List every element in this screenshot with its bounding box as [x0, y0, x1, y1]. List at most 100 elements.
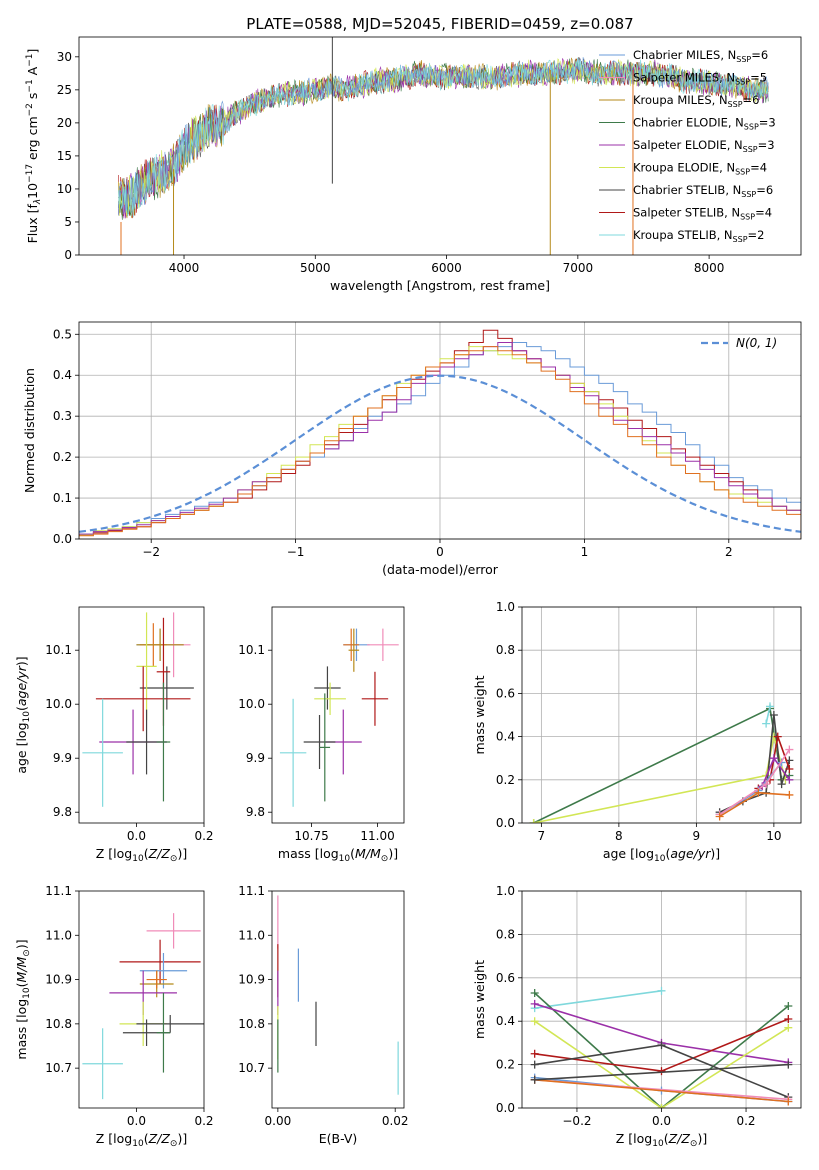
- y-tick-label: 0: [64, 248, 72, 262]
- plot-area: [530, 986, 793, 1108]
- x-tick-label: 11.00: [360, 829, 394, 843]
- y-tick-label: 10.1: [238, 643, 265, 657]
- weight-marker: [773, 732, 782, 741]
- y-tick-label: 11.0: [238, 928, 265, 942]
- panel-weight-vs-age: 7 8 9 10 0.0 0.2 0.4 0.6 0.8 1.0 age [log10(age/yr…: [472, 600, 802, 864]
- x-axis-label: mass [log10(M/M⊙)]: [278, 846, 398, 864]
- weight-line-chabrier_stelib: [534, 1063, 789, 1081]
- x-axis-label: age [log10(age/yr)]: [603, 846, 720, 864]
- axes-frame: [271, 606, 405, 824]
- plot-area: [118, 37, 769, 255]
- spectrum-line-kroupa_stelib: [118, 57, 769, 218]
- x-tick-label: 1: [581, 545, 589, 559]
- histogram-chabrier_miles: [79, 342, 801, 539]
- x-tick-label: 7000: [563, 261, 594, 275]
- x-axis-label: (data-model)/error: [382, 562, 499, 577]
- x-axis-label: E(B-V): [319, 1131, 358, 1146]
- weight-marker: [784, 1060, 793, 1069]
- weight-marker: [784, 1097, 793, 1106]
- x-tick-label: 10.75: [294, 829, 328, 843]
- weight-line-chabrier_stelib: [719, 714, 791, 813]
- normal-curve: [79, 374, 801, 533]
- x-tick-label: 0.2: [194, 1114, 213, 1128]
- y-tick-label: 0.2: [496, 1058, 515, 1072]
- errorbar-point: [136, 612, 157, 721]
- x-tick-label: 6000: [431, 261, 462, 275]
- weight-line-chabrier_elodie: [534, 992, 789, 1108]
- y-tick-label: 0.0: [53, 532, 72, 546]
- x-tick-label: −1: [287, 545, 305, 559]
- weight-marker: [785, 765, 794, 773]
- x-tick-label: 0.02: [382, 1114, 409, 1128]
- errorbar-point: [82, 1028, 123, 1100]
- y-tick-label: 9.9: [53, 751, 72, 765]
- x-tick-label: 0.2: [194, 829, 213, 843]
- panel-mass-vs-EBV: 0.00 0.02 10.7 10.8 10.9 11.0 11.1 E(B-V): [238, 884, 408, 1146]
- legend-label: N(0, 1): [736, 336, 777, 350]
- legend-label: Kroupa MILES, NSSP=6: [633, 93, 759, 109]
- x-axis-label: wavelength [Angstrom, rest frame]: [330, 278, 550, 293]
- y-tick-label: 11.0: [45, 928, 72, 942]
- errorbar-point: [314, 682, 346, 715]
- axes-frame: [521, 606, 802, 824]
- weight-marker: [762, 780, 771, 789]
- x-tick-label: 5000: [300, 261, 331, 275]
- panel-mass-vs-Z: 0.0 0.2 10.7 10.8 10.9 11.0 11.1 Z [log10(Z/Z⊙)…: [14, 884, 214, 1149]
- weight-marker: [657, 1041, 666, 1050]
- axes-frame: [271, 890, 405, 1109]
- errorbar-point: [119, 939, 201, 984]
- x-tick-label: 2: [725, 545, 733, 559]
- weight-marker: [785, 745, 794, 754]
- weight-marker: [530, 1049, 539, 1058]
- axes-frame: [78, 890, 205, 1109]
- y-tick-label: 0.8: [496, 643, 515, 657]
- x-tick-label: 9: [693, 829, 701, 843]
- weight-marker: [784, 1023, 793, 1032]
- y-tick-label: 0.2: [53, 450, 72, 464]
- weight-marker: [657, 1067, 666, 1076]
- x-tick-label: 7: [538, 829, 546, 843]
- plot-area: [277, 895, 399, 1095]
- axes-frame: [78, 36, 802, 256]
- panel-residuals: −2 −1 0 1 2 0.0 0.1 0.2 0.3 0.4 0.5 (data-model)/er…: [22, 321, 802, 577]
- plot-area: [529, 702, 794, 823]
- weight-line-kroupa_elodie: [534, 1020, 789, 1108]
- axes-frame: [78, 606, 205, 824]
- y-tick-label: 0.4: [53, 368, 72, 382]
- y-tick-label: 10.7: [45, 1061, 72, 1075]
- errorbar-point: [136, 1015, 204, 1033]
- y-tick-label: 1.0: [496, 600, 515, 614]
- weight-marker: [785, 790, 794, 799]
- panel-age-vs-mass: 10.75 11.00 9.8 9.9 10.0 10.1 mass [log10(M/M⊙…: [238, 606, 405, 864]
- errorbar-point: [82, 698, 123, 807]
- errorbar-point: [279, 698, 307, 807]
- legend-label: Kroupa ELODIE, NSSP=4: [633, 161, 767, 177]
- y-axis-label: Flux [fλ10−17 erg cm−2 s−1 A−1]: [25, 49, 43, 244]
- legend-label: Chabrier MILES, NSSP=6: [633, 48, 768, 64]
- errorbar-point: [367, 628, 399, 661]
- y-tick-label: 9.8: [246, 805, 265, 819]
- errorbar-point: [303, 715, 336, 769]
- axes-frame: [78, 321, 802, 540]
- errorbar-point: [156, 682, 171, 802]
- x-tick-label: 8: [615, 829, 623, 843]
- y-tick-label: 10.9: [238, 973, 265, 987]
- y-tick-label: 0.2: [496, 773, 515, 787]
- legend-label: Salpeter STELIB, NSSP=4: [633, 206, 772, 222]
- x-tick-label: 0.2: [736, 1114, 755, 1128]
- x-axis-label: Z [log10(Z/Z⊙)]: [96, 846, 187, 864]
- errorbar-point: [95, 666, 191, 732]
- plot-area: [82, 913, 204, 1100]
- errorbar-point: [348, 628, 360, 672]
- weight-line-kroupa_stelib: [534, 990, 662, 1009]
- weight-marker: [769, 711, 778, 719]
- weight-marker: [530, 999, 539, 1008]
- y-tick-label: 30: [57, 50, 72, 64]
- x-tick-label: 4000: [169, 261, 200, 275]
- panel-weight-vs-Z: −0.2 0.0 0.2 0.0 0.2 0.4 0.6 0.8 1.0 Z [log10(Z/Z…: [472, 884, 802, 1149]
- y-tick-label: 10.0: [238, 697, 265, 711]
- errorbar-point: [319, 693, 331, 802]
- x-tick-label: 8000: [694, 261, 725, 275]
- y-tick-label: 15: [57, 149, 72, 163]
